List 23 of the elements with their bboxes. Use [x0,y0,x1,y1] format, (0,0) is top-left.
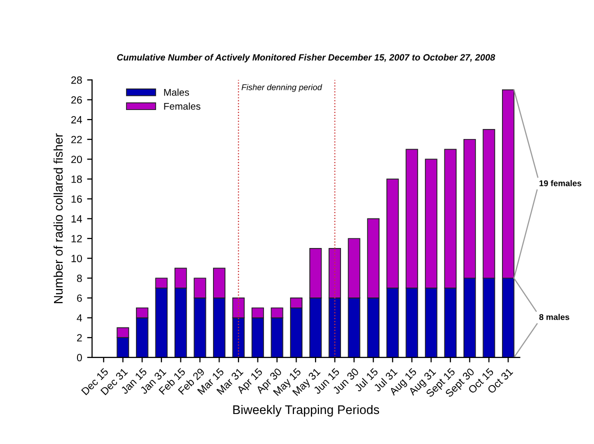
y-tick-label: 24 [71,116,82,124]
annotation: 8 males [539,314,570,320]
y-tick-label: 26 [71,96,82,104]
y-tick-label: 10 [72,254,82,262]
y-tick-label: 4 [76,314,82,322]
y-tick-label: 22 [71,136,82,144]
y-tick-label: 12 [72,234,82,242]
x-axis-title: Biweekly Trapping Periods [233,404,380,417]
y-tick-label: 6 [77,294,82,302]
y-tick-label: 28 [71,76,82,84]
y-tick-label: 0 [76,354,82,362]
y-tick-label: 20 [71,156,82,164]
annotation: 19 females [540,180,582,186]
legend-label: Females [164,102,200,110]
y-axis-title: Number of radio collared fisher [54,133,63,304]
y-tick-label: 14 [72,215,82,222]
y-tick-label: 16 [72,195,82,203]
legend-label: Males [164,88,190,96]
y-tick-label: 8 [77,274,82,282]
y-tick-label: 18 [72,176,82,183]
chart-title: Cumulative Number of Actively Monitored Fisher December 15, 2007 to October 27, 2008 [117,54,496,62]
y-tick-label: 2 [77,334,82,342]
ref-line-label: Fisher denning period [242,84,322,92]
